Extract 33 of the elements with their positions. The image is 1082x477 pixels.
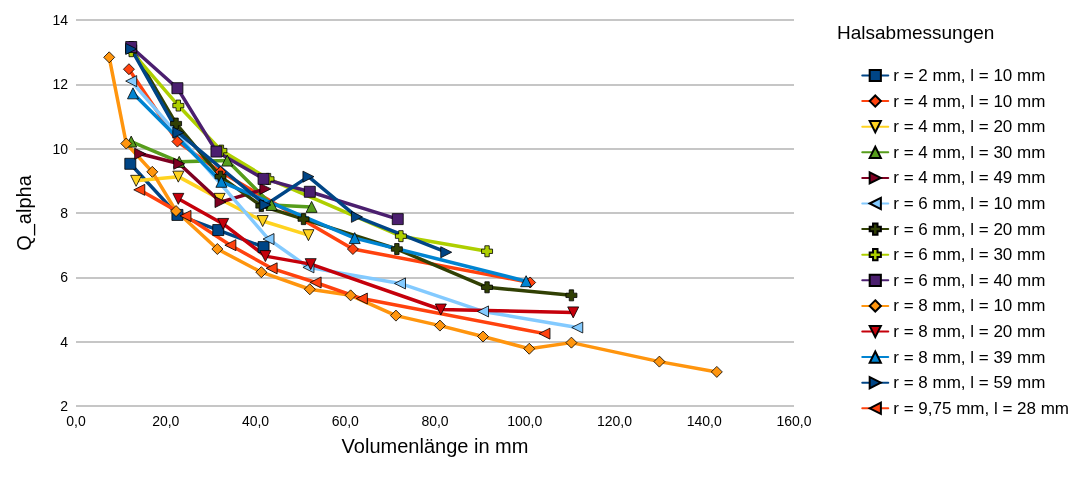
legend-label: r = 6 mm, l = 40 mm [893, 270, 1046, 290]
legend-title: Halsabmessungen [837, 22, 995, 43]
x-tick-label: 80,0 [421, 413, 449, 429]
x-tick-label: 40,0 [241, 413, 270, 429]
legend-label: r = 4 mm, l = 30 mm [893, 142, 1046, 162]
x-tick-label: 140,0 [686, 413, 722, 429]
x-tick-label: 60,0 [331, 413, 360, 429]
legend-label: r = 6 mm, l = 20 mm [893, 219, 1046, 239]
y-tick-label: 14 [52, 12, 69, 28]
legend-label: r = 9,75 mm, l = 28 mm [893, 398, 1070, 418]
y-tick-label: 8 [60, 205, 69, 221]
legend-label: r = 8 mm, l = 20 mm [893, 322, 1046, 341]
x-tick-label: 100,0 [507, 413, 543, 429]
x-axis-title: Volumenlänge in mm [341, 435, 529, 457]
x-tick-label: 20,0 [152, 413, 180, 429]
y-tick-label: 12 [52, 76, 69, 93]
y-tick-label: 10 [52, 140, 69, 157]
legend-label: r = 4 mm, l = 20 mm [893, 117, 1046, 137]
legend-label: r = 8 mm, l = 39 mm [893, 347, 1046, 367]
x-tick-label: 0,0 [66, 413, 86, 429]
x-tick-label: 160,0 [776, 413, 812, 429]
y-axis-title: Q_alpha [13, 174, 36, 251]
legend-label: r = 4 mm, l = 10 mm [893, 91, 1046, 111]
y-tick-label: 6 [60, 269, 69, 286]
legend-label: r = 4 mm, l = 49 mm [893, 168, 1046, 188]
legend-label: r = 6 mm, l = 30 mm [893, 245, 1046, 265]
legend-label: r = 2 mm, l = 10 mm [893, 66, 1046, 85]
y-tick-label: 2 [60, 398, 69, 414]
x-tick-label: 120,0 [596, 413, 633, 429]
legend-label: r = 8 mm, l = 59 mm [893, 373, 1046, 393]
legend-label: r = 6 mm, l = 10 mm [893, 194, 1046, 213]
y-tick-label: 4 [60, 333, 69, 350]
legend-label: r = 8 mm, l = 10 mm [893, 296, 1046, 316]
